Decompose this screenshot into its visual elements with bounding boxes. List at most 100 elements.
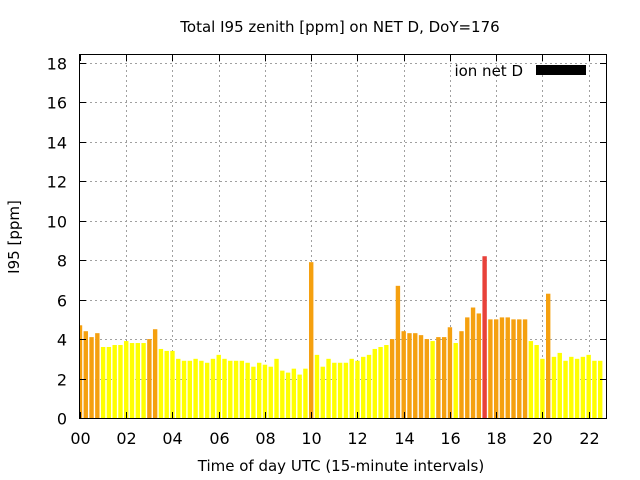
bar — [546, 293, 551, 418]
bar — [424, 339, 430, 418]
bar — [493, 319, 499, 418]
bar — [407, 333, 412, 418]
x-tick-label: 22 — [579, 429, 599, 448]
y-axis-ticks: 0 2 4 6 8 10 12 14 16 18 — [47, 55, 606, 429]
bar — [118, 345, 123, 418]
y-tick-label: 4 — [57, 331, 67, 350]
y-tick-label: 18 — [47, 55, 67, 74]
x-tick-label: 12 — [347, 429, 367, 448]
bar — [216, 354, 221, 418]
bar — [482, 256, 487, 418]
bar — [499, 317, 505, 418]
bar — [540, 358, 545, 418]
bar — [470, 307, 476, 418]
bar — [534, 345, 539, 418]
bar — [574, 358, 580, 418]
bar — [598, 360, 603, 418]
bar — [349, 358, 354, 418]
bar — [586, 354, 591, 418]
bar — [268, 366, 273, 418]
bar — [251, 366, 256, 418]
plot-frame — [79, 54, 607, 419]
bar — [199, 360, 204, 418]
bar — [447, 327, 453, 418]
bar — [303, 368, 308, 418]
bar — [291, 368, 297, 418]
x-axis-label: Time of day UTC (15-minute intervals) — [197, 457, 484, 475]
bar — [222, 358, 227, 418]
bar — [164, 350, 169, 418]
bar — [522, 319, 528, 418]
bar — [528, 341, 534, 418]
bar — [309, 262, 314, 418]
bar — [262, 364, 268, 418]
bar — [563, 360, 568, 418]
bar — [233, 360, 239, 418]
bar — [459, 331, 464, 418]
bar — [83, 331, 88, 418]
bar — [441, 337, 447, 418]
bar — [193, 358, 198, 418]
bar — [181, 360, 187, 418]
bar — [332, 362, 337, 418]
bar — [147, 339, 152, 418]
bar — [176, 358, 181, 418]
bar — [580, 356, 586, 418]
bar — [557, 352, 562, 418]
grid-lines — [80, 55, 606, 418]
y-tick-label: 10 — [47, 213, 67, 232]
bar — [372, 348, 377, 418]
bar — [285, 372, 291, 419]
bar — [401, 331, 406, 418]
bar — [112, 345, 117, 418]
bar — [124, 341, 129, 418]
bar — [210, 358, 216, 418]
bar — [476, 313, 482, 418]
x-tick-label: 14 — [394, 429, 414, 448]
bar — [551, 356, 557, 418]
x-tick-label: 20 — [532, 429, 552, 448]
y-tick-label: 16 — [47, 94, 67, 113]
bar — [245, 362, 250, 418]
bar — [106, 346, 112, 418]
x-axis-ticks: 00 02 04 06 08 10 12 14 16 18 20 22 — [70, 55, 600, 448]
y-tick-label: 0 — [57, 410, 67, 429]
bars — [80, 256, 603, 419]
bar — [517, 319, 522, 418]
bar — [361, 356, 366, 418]
bar — [228, 360, 233, 418]
legend-label: ion net D — [454, 62, 523, 80]
y-tick-label: 6 — [57, 292, 67, 311]
bar — [326, 358, 331, 418]
bar — [129, 343, 135, 418]
bar — [204, 362, 210, 418]
bar — [355, 360, 360, 418]
x-tick-label: 16 — [440, 429, 460, 448]
bar — [430, 341, 435, 418]
bar — [239, 360, 245, 418]
y-tick-label: 14 — [47, 134, 67, 153]
x-tick-label: 00 — [70, 429, 90, 448]
bar — [465, 317, 470, 418]
x-tick-label: 08 — [255, 429, 275, 448]
bar — [141, 343, 146, 418]
bar — [436, 337, 441, 418]
bar — [280, 370, 285, 418]
bar — [418, 335, 424, 418]
legend-swatch — [536, 65, 586, 75]
y-tick-label: 2 — [57, 371, 67, 390]
bar — [413, 333, 418, 418]
y-tick-label: 8 — [57, 252, 67, 271]
bar — [453, 343, 458, 418]
x-tick-label: 04 — [162, 429, 182, 448]
bar — [100, 346, 106, 418]
chart-title: Total I95 zenith [ppm] on NET D, DoY=176 — [179, 18, 499, 36]
legend: ion net D — [454, 62, 586, 80]
bar — [158, 348, 164, 418]
x-tick-label: 10 — [301, 429, 321, 448]
x-tick-label: 18 — [486, 429, 506, 448]
bar — [80, 325, 83, 418]
x-tick-label: 02 — [116, 429, 136, 448]
